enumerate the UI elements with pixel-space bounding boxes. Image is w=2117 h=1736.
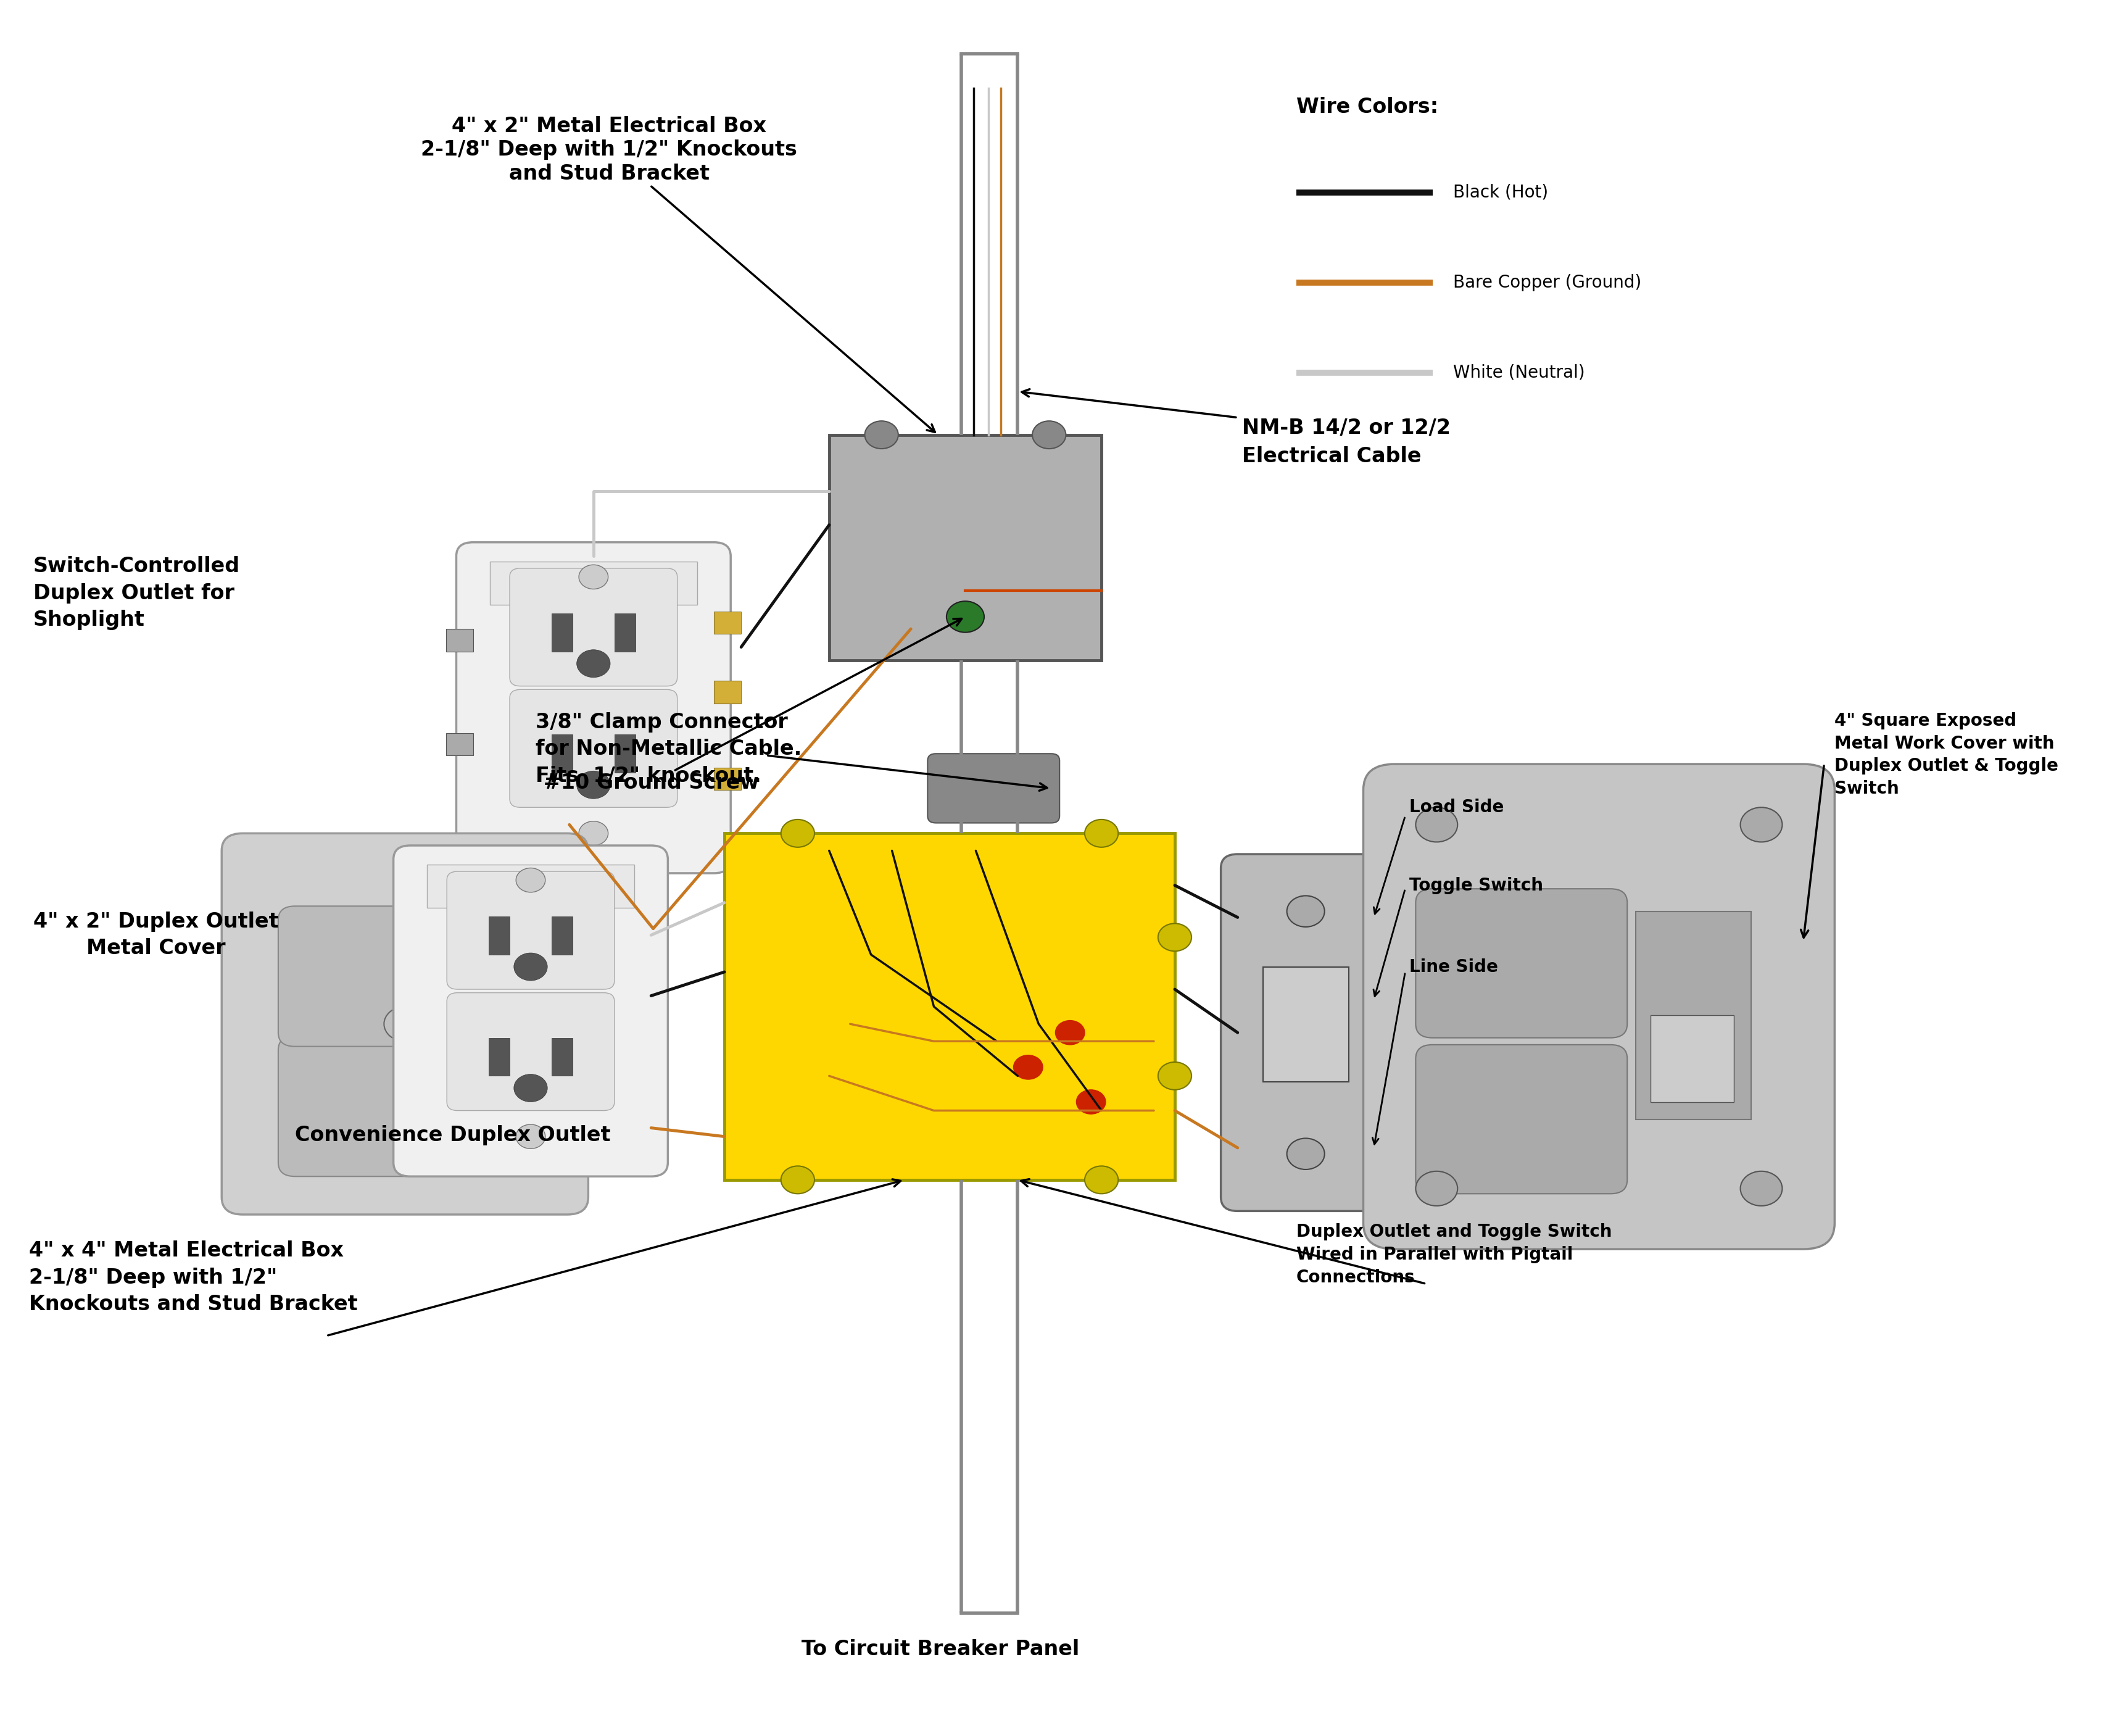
Text: White (Neutral): White (Neutral) (1454, 365, 1586, 382)
Bar (1651, 1016, 1734, 1102)
FancyBboxPatch shape (1363, 764, 1835, 1250)
Bar (713, 767, 741, 790)
Bar (489, 1038, 510, 1076)
Bar (489, 561, 696, 604)
Bar (614, 613, 635, 651)
Text: 3/8" Clamp Connector
for Non-Metallic Cable.
Fits  1/2" knockout.: 3/8" Clamp Connector for Non-Metallic Ca… (536, 712, 802, 786)
Text: Bare Copper (Ground): Bare Copper (Ground) (1454, 274, 1641, 292)
Bar (447, 733, 472, 755)
Circle shape (1056, 1021, 1084, 1045)
Circle shape (1287, 1139, 1325, 1170)
Text: Switch-Controlled
Duplex Outlet for
Shoplight: Switch-Controlled Duplex Outlet for Shop… (34, 556, 239, 630)
FancyBboxPatch shape (1222, 854, 1391, 1212)
Circle shape (576, 771, 610, 799)
Text: Wire Colors:: Wire Colors: (1296, 97, 1437, 118)
FancyBboxPatch shape (1416, 1045, 1628, 1194)
Circle shape (383, 1007, 426, 1042)
Circle shape (517, 1125, 546, 1149)
Text: 4" x 2" Metal Electrical Box
2-1/8" Deep with 1/2" Knockouts
and Stud Bracket: 4" x 2" Metal Electrical Box 2-1/8" Deep… (421, 116, 936, 432)
Bar (428, 865, 635, 908)
Circle shape (578, 564, 608, 589)
FancyBboxPatch shape (510, 689, 677, 807)
Circle shape (1014, 1055, 1044, 1080)
Circle shape (517, 868, 546, 892)
Text: Convenience Duplex Outlet: Convenience Duplex Outlet (294, 1125, 610, 1146)
Circle shape (1084, 819, 1118, 847)
Bar (614, 734, 635, 773)
Text: Line Side: Line Side (1410, 958, 1499, 976)
Circle shape (1033, 422, 1065, 448)
Bar (489, 917, 510, 955)
FancyBboxPatch shape (277, 1036, 531, 1177)
Text: Toggle Switch: Toggle Switch (1410, 877, 1543, 894)
FancyBboxPatch shape (1416, 889, 1628, 1038)
Bar (1636, 911, 1751, 1120)
Text: #10 Ground Screw: #10 Ground Screw (544, 618, 961, 793)
Text: Black (Hot): Black (Hot) (1454, 184, 1548, 201)
FancyBboxPatch shape (394, 845, 667, 1177)
Circle shape (1416, 1172, 1459, 1207)
Circle shape (514, 953, 548, 981)
Circle shape (864, 422, 898, 448)
Bar (553, 613, 572, 651)
Circle shape (1740, 807, 1783, 842)
Circle shape (1287, 896, 1325, 927)
Circle shape (1158, 1062, 1192, 1090)
FancyBboxPatch shape (447, 993, 614, 1111)
Bar (1262, 967, 1349, 1082)
Bar (553, 917, 572, 955)
Bar (724, 833, 1175, 1180)
Bar (713, 611, 741, 634)
Text: To Circuit Breaker Panel: To Circuit Breaker Panel (800, 1639, 1080, 1660)
Circle shape (576, 649, 610, 677)
Circle shape (578, 821, 608, 845)
Bar (830, 434, 1101, 660)
Text: 4" x 2" Duplex Outlet
Metal Cover: 4" x 2" Duplex Outlet Metal Cover (34, 911, 279, 958)
Bar (553, 1038, 572, 1076)
FancyBboxPatch shape (927, 753, 1061, 823)
Text: NM-B 14/2 or 12/2
Electrical Cable: NM-B 14/2 or 12/2 Electrical Cable (1243, 418, 1450, 467)
Circle shape (1416, 807, 1459, 842)
FancyBboxPatch shape (447, 871, 614, 990)
Circle shape (781, 819, 815, 847)
Circle shape (946, 601, 984, 632)
Bar (553, 734, 572, 773)
FancyBboxPatch shape (510, 568, 677, 686)
Bar (713, 681, 741, 703)
FancyBboxPatch shape (222, 833, 589, 1215)
Circle shape (1740, 1172, 1783, 1207)
Circle shape (1075, 1090, 1105, 1115)
FancyBboxPatch shape (277, 906, 531, 1047)
FancyBboxPatch shape (457, 542, 730, 873)
Text: Load Side: Load Side (1410, 799, 1503, 816)
Circle shape (781, 1167, 815, 1194)
Text: 4" x 4" Metal Electrical Box
2-1/8" Deep with 1/2"
Knockouts and Stud Bracket: 4" x 4" Metal Electrical Box 2-1/8" Deep… (30, 1241, 358, 1314)
Text: 4" Square Exposed
Metal Work Cover with
Duplex Outlet & Toggle
Switch: 4" Square Exposed Metal Work Cover with … (1835, 712, 2058, 797)
Circle shape (514, 1075, 548, 1102)
Circle shape (1158, 924, 1192, 951)
Circle shape (1084, 1167, 1118, 1194)
Text: Duplex Outlet and Toggle Switch
Wired in Parallel with Pigtail
Connections: Duplex Outlet and Toggle Switch Wired in… (1296, 1224, 1611, 1286)
Bar (447, 628, 472, 651)
